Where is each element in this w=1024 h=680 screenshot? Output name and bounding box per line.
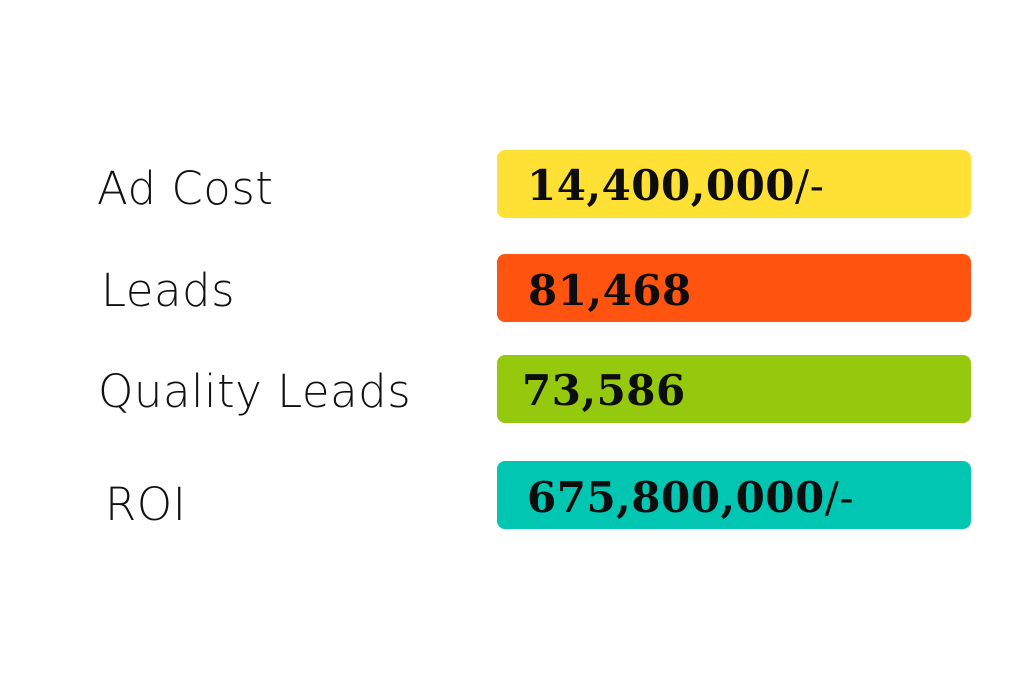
quality-leads-value-wrap: 73,586 [522,370,686,412]
ad-cost-value: 14,400,000 [527,161,796,210]
ad-cost-bar [497,150,971,218]
roi-suffix: /- [824,473,855,522]
roi-label: ROI [105,478,187,531]
leads-label: Leads [101,264,236,317]
roi-value: 675,800,000 [527,473,825,522]
ad-cost-suffix: /- [795,161,825,210]
leads-value-wrap: 81,468 [528,270,692,312]
roi-bar [497,461,971,529]
leads-value: 81,468 [528,266,692,315]
quality-leads-value: 73,586 [522,366,686,415]
ad-cost-value-wrap: 14,400,000/- [527,165,824,207]
quality-leads-bar [497,355,971,423]
roi-value-wrap: 675,800,000/- [527,477,854,519]
leads-bar [497,254,971,322]
ad-cost-label: Ad Cost [97,162,274,215]
quality-leads-label: Quality Leads [98,365,412,418]
